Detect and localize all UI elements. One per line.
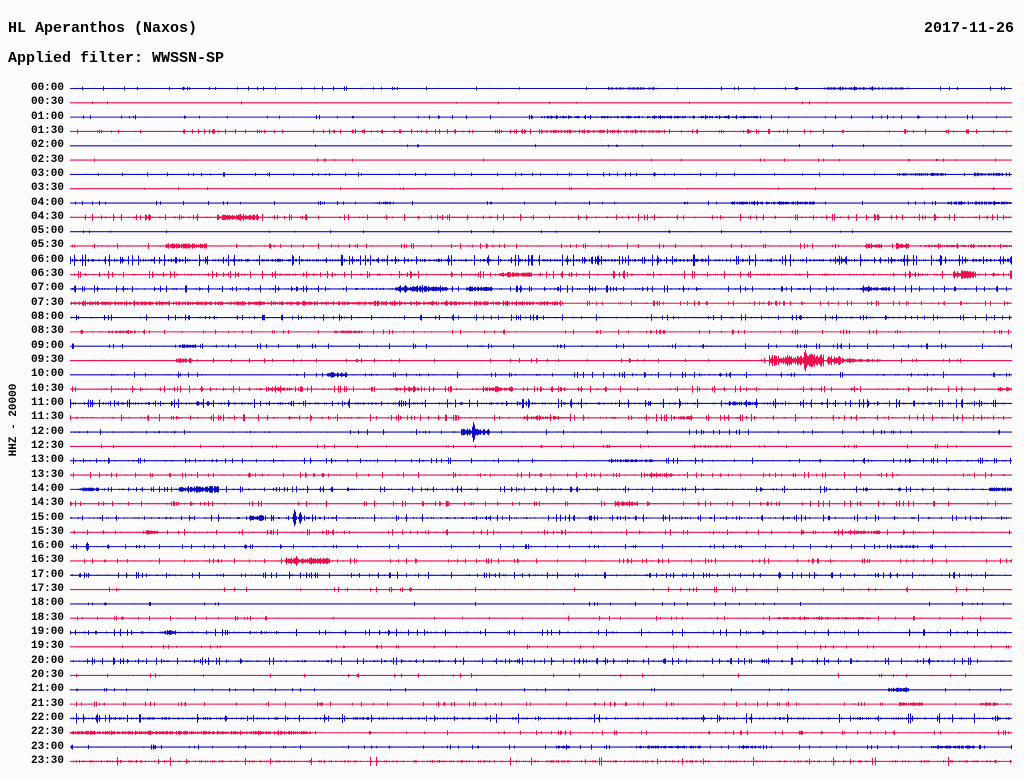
- time-label: 19:30: [30, 640, 64, 653]
- time-label: 12:30: [30, 439, 64, 452]
- time-label: 18:30: [30, 611, 64, 624]
- time-label: 04:00: [30, 196, 64, 209]
- time-label: 11:00: [30, 396, 64, 409]
- date-label: 2017-11-26: [923, 20, 1014, 37]
- time-label: 10:00: [30, 368, 64, 381]
- time-label: 21:30: [30, 697, 64, 710]
- time-label: 01:30: [30, 124, 64, 137]
- time-label: 05:30: [30, 239, 64, 252]
- time-label: 17:00: [30, 568, 64, 581]
- page-title: HL Aperanthos (Naxos): [8, 20, 198, 37]
- time-label: 09:00: [30, 339, 64, 352]
- time-label: 03:30: [30, 182, 64, 195]
- time-label: 23:30: [30, 754, 64, 767]
- time-label: 07:00: [30, 282, 64, 295]
- time-label: 04:30: [30, 210, 64, 223]
- time-label: 15:30: [30, 525, 64, 538]
- time-label: 09:30: [30, 354, 64, 367]
- time-label: 01:00: [30, 110, 64, 123]
- time-label: 13:00: [30, 454, 64, 467]
- filter-label: Applied filter: WWSSN-SP: [8, 50, 225, 67]
- time-label: 06:30: [30, 268, 64, 281]
- time-label: 18:00: [30, 597, 64, 610]
- time-label: 12:00: [30, 425, 64, 438]
- time-label: 11:30: [30, 411, 64, 424]
- time-label: 16:30: [30, 554, 64, 567]
- time-label: 03:00: [30, 167, 64, 180]
- time-label: 05:00: [30, 225, 64, 238]
- time-label: 21:00: [30, 683, 64, 696]
- time-label: 02:00: [30, 139, 64, 152]
- time-label: 00:30: [30, 96, 64, 109]
- time-label: 02:30: [30, 153, 64, 166]
- helicorder-plot: [70, 80, 1012, 780]
- time-label: 23:00: [30, 740, 64, 753]
- time-label: 15:00: [30, 511, 64, 524]
- time-label: 19:00: [30, 626, 64, 639]
- time-label: 20:30: [30, 668, 64, 681]
- time-label: 14:30: [30, 497, 64, 510]
- time-label: 22:30: [30, 726, 64, 739]
- time-label: 20:00: [30, 654, 64, 667]
- time-label: 14:00: [30, 482, 64, 495]
- time-label: 17:30: [30, 583, 64, 596]
- time-label: 16:00: [30, 540, 64, 553]
- time-label: 06:00: [30, 253, 64, 266]
- time-label: 10:30: [30, 382, 64, 395]
- time-axis: 00:00 00:30 01:00 01:30 02:00 02:30 03:00 03:30…: [0, 0, 64, 780]
- time-label: 22:00: [30, 711, 64, 724]
- time-label: 08:00: [30, 311, 64, 324]
- time-label: 00:00: [30, 82, 64, 94]
- time-label: 13:30: [30, 468, 64, 481]
- time-label: 08:30: [30, 325, 64, 338]
- time-label: 07:30: [30, 296, 64, 309]
